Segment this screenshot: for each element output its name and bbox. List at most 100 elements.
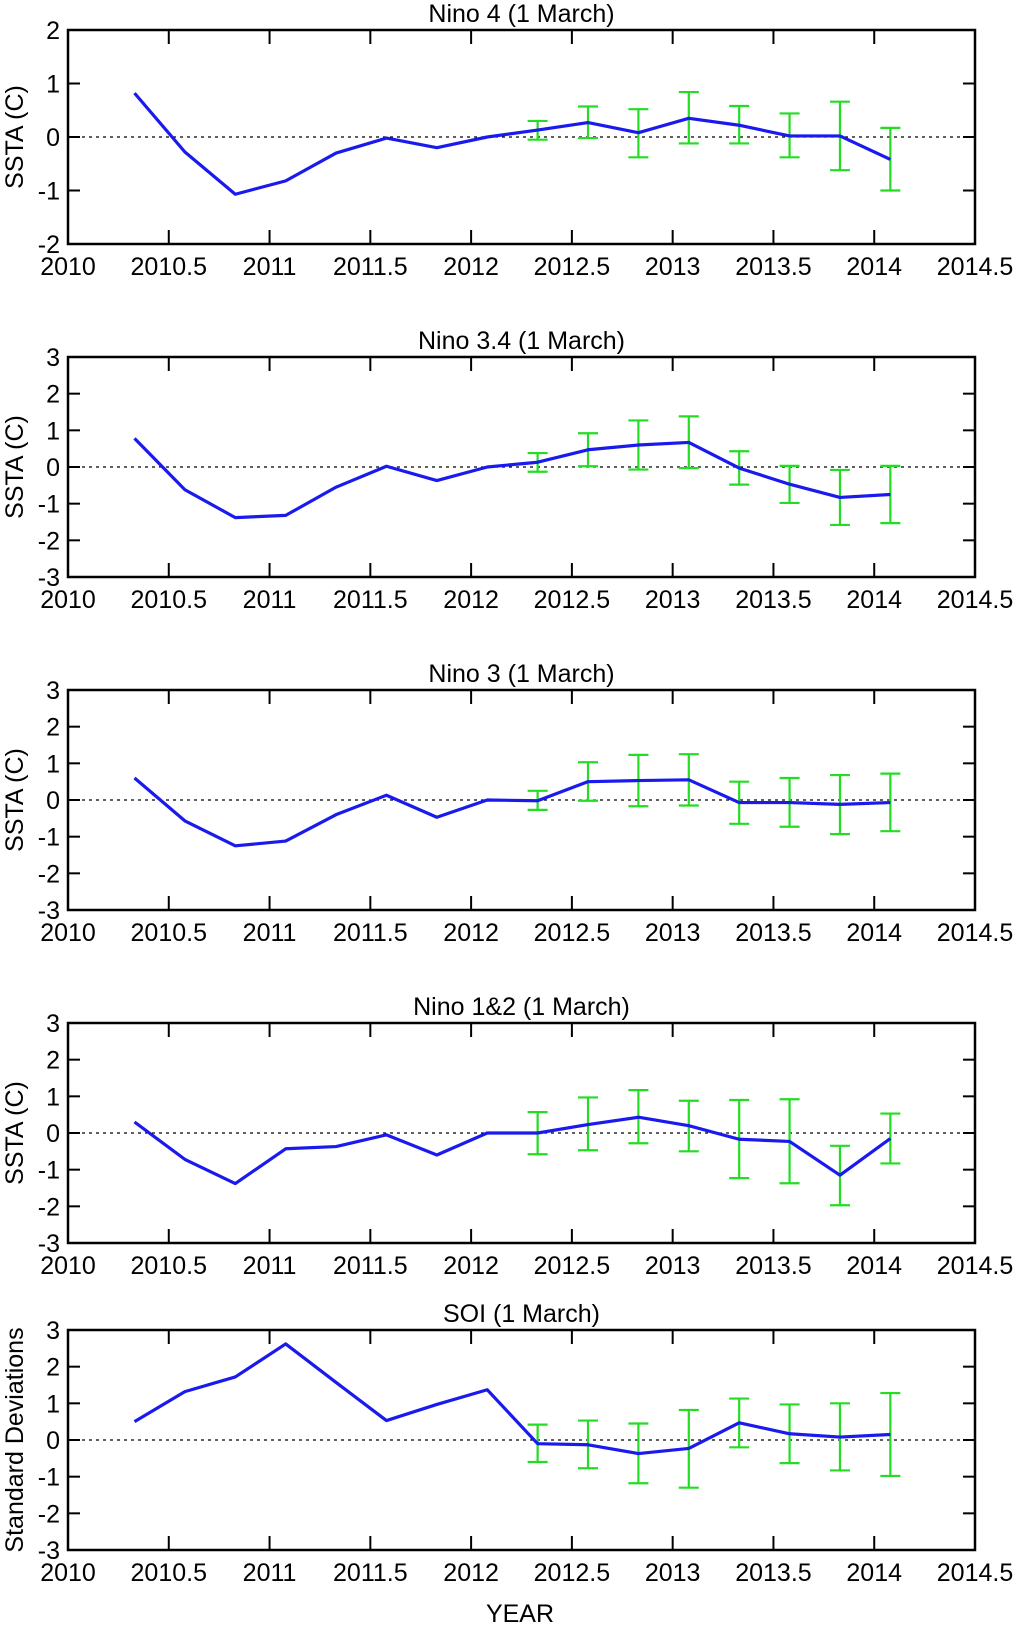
- y-tick-label: -1: [38, 491, 60, 519]
- y-tick-label: 0: [46, 787, 60, 815]
- x-tick-label: 2011.5: [333, 586, 408, 614]
- x-tick-label: 2012.5: [534, 1252, 610, 1280]
- y-tick-label: 3: [46, 1010, 60, 1038]
- chart-title: Nino 1&2 (1 March): [413, 993, 630, 1021]
- x-tick-label: 2010.5: [131, 1559, 207, 1587]
- x-tick-label: 2014.5: [937, 586, 1013, 614]
- chart-panel-1: Nino 4 (1 March) -2 -1 0 1 2 2010 2010.5 2011 201…: [1, 0, 1013, 281]
- y-tick-label: 3: [46, 677, 60, 705]
- y-tick-label: -1: [38, 1157, 60, 1185]
- x-tick-label: 2010: [40, 586, 96, 614]
- plot-frame: [66, 28, 977, 246]
- y-tick-label: 2: [46, 1354, 60, 1382]
- y-tick-label: 1: [46, 71, 60, 99]
- x-tick-label: 2010.5: [131, 919, 207, 947]
- plot-frame: [66, 688, 977, 912]
- x-tick-label: 2010.5: [131, 586, 207, 614]
- y-tick-label: 2: [46, 714, 60, 742]
- chart-panel-5: SOI (1 March) -3 -2 -1 0 1 2 3 2010 2010.5 2011 201…: [1, 1300, 1013, 1587]
- x-tick-label: 2011: [243, 1252, 297, 1280]
- x-tick-label: 2014.5: [937, 919, 1013, 947]
- observed-line: [133, 1342, 891, 1456]
- x-tick-label: 2014.5: [937, 253, 1013, 281]
- y-axis-label: Standard Deviations: [1, 1327, 29, 1552]
- x-tick-label: 2013: [645, 253, 701, 281]
- y-tick-label: -2: [38, 231, 60, 259]
- y-tick-label: 0: [46, 124, 60, 152]
- x-tick-label: 2014: [846, 586, 902, 614]
- chart-panel-3: Nino 3 (1 March) -3 -2 -1 0 1 2 3 2010 2010.5 2011…: [1, 660, 1013, 947]
- chart-panel-2: Nino 3.4 (1 March) -3 -2 -1 0 1 2 3 2010 2010.5 20…: [1, 327, 1013, 614]
- y-tick-label: 1: [46, 1083, 60, 1111]
- chart-title: Nino 3 (1 March): [428, 660, 614, 688]
- x-tick-label: 2013: [645, 1252, 701, 1280]
- y-tick-label: -3: [38, 564, 60, 592]
- chart-panel-4: Nino 1&2 (1 March) -3 -2 -1 0 1 2 3 2010 2010.5 20…: [1, 993, 1013, 1280]
- figure-x-axis-label: YEAR: [486, 1600, 554, 1628]
- observed-line: [133, 1115, 892, 1186]
- x-tick-label: 2012.5: [534, 586, 610, 614]
- y-tick-label: 1: [46, 1390, 60, 1418]
- plot-frame: [66, 355, 977, 579]
- y-axis-label: SSTA (C): [1, 1081, 29, 1185]
- x-tick-label: 2010: [40, 1252, 96, 1280]
- x-tick-label: 2013.5: [735, 1252, 811, 1280]
- x-tick-label: 2014: [846, 253, 902, 281]
- x-tick-label: 2011.5: [333, 1559, 408, 1587]
- y-tick-label: -1: [38, 824, 60, 852]
- y-tick-label: 3: [46, 344, 60, 372]
- x-tick-label: 2013.5: [735, 586, 811, 614]
- x-tick-label: 2010: [40, 1559, 96, 1587]
- observed-line: [133, 437, 891, 520]
- x-tick-label: 2012: [443, 586, 499, 614]
- observed-line: [133, 92, 892, 196]
- plot-frame: [66, 1021, 977, 1245]
- y-tick-label: 0: [46, 454, 60, 482]
- y-tick-label: -3: [38, 1537, 60, 1565]
- plot-frame: [66, 1328, 977, 1552]
- observed-line: [133, 776, 891, 848]
- x-tick-label: 2013: [645, 1559, 701, 1587]
- x-tick-label: 2013.5: [735, 919, 811, 947]
- x-tick-label: 2013.5: [735, 1559, 811, 1587]
- y-tick-label: -3: [38, 1230, 60, 1258]
- x-tick-label: 2011: [243, 919, 297, 947]
- y-tick-label: 1: [46, 750, 60, 778]
- x-tick-label: 2012.5: [534, 1559, 610, 1587]
- x-tick-label: 2010: [40, 919, 96, 947]
- x-tick-label: 2011: [243, 1559, 297, 1587]
- chart-title: Nino 4 (1 March): [428, 0, 614, 28]
- y-tick-label: 2: [46, 1047, 60, 1075]
- x-tick-label: 2011.5: [333, 1252, 408, 1280]
- x-tick-label: 2012.5: [534, 919, 610, 947]
- y-tick-label: -1: [38, 1464, 60, 1492]
- y-tick-label: 0: [46, 1120, 60, 1148]
- x-tick-label: 2013: [645, 586, 701, 614]
- x-tick-label: 2012: [443, 919, 499, 947]
- y-tick-label: -2: [38, 860, 60, 888]
- y-axis-label: SSTA (C): [1, 85, 29, 189]
- y-tick-label: -2: [38, 1193, 60, 1221]
- x-tick-label: 2014.5: [937, 1559, 1013, 1587]
- x-tick-label: 2010.5: [131, 1252, 207, 1280]
- x-tick-label: 2012: [443, 1559, 499, 1587]
- y-tick-label: 3: [46, 1317, 60, 1345]
- x-tick-label: 2013.5: [735, 253, 811, 281]
- y-tick-label: 2: [46, 17, 60, 45]
- x-tick-label: 2012.5: [534, 253, 610, 281]
- y-tick-label: -2: [38, 527, 60, 555]
- y-tick-label: -3: [38, 897, 60, 925]
- x-tick-label: 2013: [645, 919, 701, 947]
- x-tick-label: 2010.5: [131, 253, 207, 281]
- x-tick-label: 2014: [846, 1559, 902, 1587]
- y-tick-label: -1: [38, 178, 60, 206]
- forecast-error-bar: [880, 772, 901, 833]
- x-tick-label: 2014: [846, 1252, 902, 1280]
- x-tick-label: 2010: [40, 253, 96, 281]
- chart-title: Nino 3.4 (1 March): [418, 327, 625, 355]
- y-tick-label: 1: [46, 417, 60, 445]
- y-tick-label: -2: [38, 1500, 60, 1528]
- x-tick-label: 2012: [443, 253, 499, 281]
- x-tick-label: 2011: [243, 253, 297, 281]
